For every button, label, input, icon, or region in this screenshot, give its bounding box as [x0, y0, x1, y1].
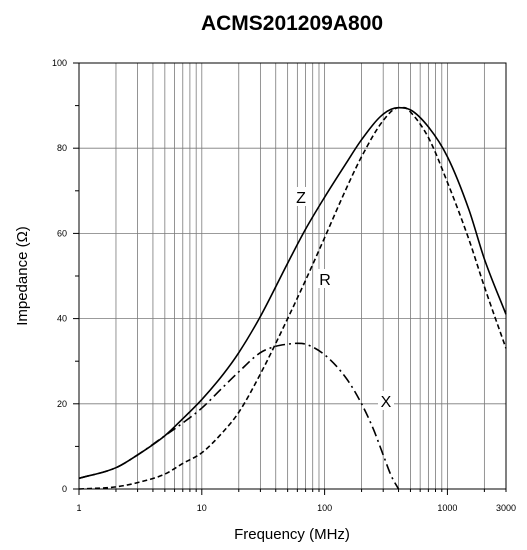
y-tick-label: 80	[57, 143, 67, 153]
series-line-x	[78, 342, 400, 490]
series-line-r	[78, 106, 507, 490]
x-axis-label: Frequency (MHz)	[234, 526, 350, 543]
plot-frame	[78, 62, 507, 490]
x-tick-label: 10	[197, 503, 207, 513]
y-axis-label: Impedance (Ω)	[14, 226, 31, 326]
chart-title: ACMS201209A800	[201, 12, 383, 35]
y-tick-label: 100	[52, 58, 67, 68]
series-label-bg	[378, 391, 394, 410]
y-tick-label: 20	[57, 399, 67, 409]
y-tick-label: 0	[62, 484, 67, 494]
x-tick-label: 3000	[496, 503, 516, 513]
series-label-bg	[317, 269, 333, 288]
series-label-x: X	[381, 394, 392, 411]
series-labels: Z R X	[293, 187, 394, 411]
grid	[79, 63, 506, 489]
x-tick-label: 1	[76, 503, 81, 513]
y-tick-label: 60	[57, 228, 67, 238]
series-label-z: Z	[296, 190, 306, 207]
series-label-r: R	[319, 272, 331, 289]
series-lines	[78, 106, 507, 490]
series-label-bg	[293, 187, 309, 206]
tick-labels: 0 20 40 60 80 100 1 10 100 1000 3000	[52, 58, 516, 513]
x-tick-label: 100	[317, 503, 332, 513]
series-line-z	[78, 106, 507, 480]
x-tick-label: 1000	[437, 503, 457, 513]
y-tick-label: 40	[57, 314, 67, 324]
